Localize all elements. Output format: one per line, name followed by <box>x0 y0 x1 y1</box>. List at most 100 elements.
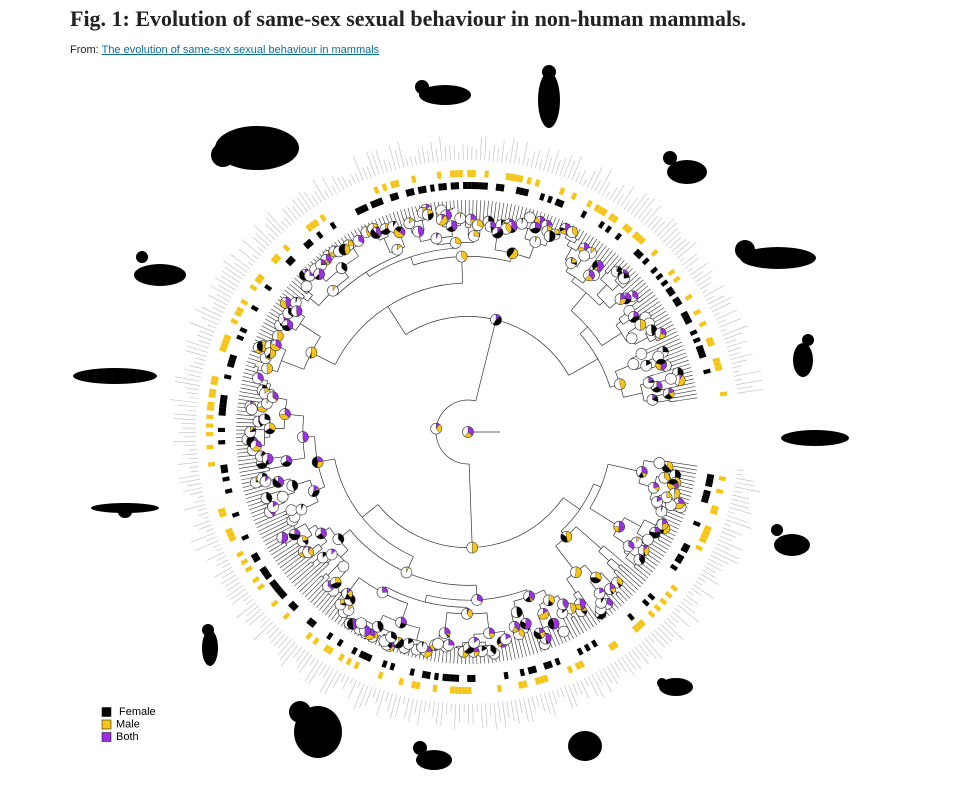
tip-tick <box>174 376 201 382</box>
tip-tick <box>594 180 601 192</box>
state-pie <box>627 311 640 323</box>
branch <box>571 276 575 282</box>
pie-wedge <box>341 262 348 272</box>
pie-wedge <box>444 632 450 638</box>
state-pie <box>400 566 413 579</box>
pie-wedge <box>311 489 320 497</box>
state-pie <box>311 456 324 469</box>
pie-wedge <box>545 638 549 645</box>
state-pie <box>490 314 502 326</box>
branch <box>468 463 473 548</box>
tip-tick <box>287 207 298 221</box>
state-pie <box>634 318 647 331</box>
pie-wedge <box>547 599 554 606</box>
tip-tick <box>737 469 744 472</box>
tip-tick <box>246 598 254 605</box>
pie-wedge <box>553 617 560 630</box>
state-pie <box>454 212 467 225</box>
trait-bar <box>704 481 713 488</box>
state-pie <box>658 472 671 484</box>
state-pie <box>566 226 578 238</box>
tip-tick <box>522 141 528 166</box>
tip-tick <box>394 149 401 169</box>
tip-tick <box>634 197 650 217</box>
branch <box>625 557 636 566</box>
trait-bar <box>305 224 313 233</box>
pie-wedge <box>639 554 646 565</box>
pie-wedge <box>272 501 278 508</box>
branch <box>675 511 685 516</box>
state-pie <box>560 530 573 543</box>
trait-bar <box>271 582 280 590</box>
tip-tick <box>186 373 202 378</box>
tip-tick <box>340 674 346 683</box>
trait-bar <box>256 583 266 591</box>
tip-tick <box>195 540 219 551</box>
branch <box>279 559 292 569</box>
branch <box>604 266 610 272</box>
phylogenetic-tree <box>169 135 764 730</box>
pie-wedge <box>394 226 403 233</box>
tip-tick <box>616 193 624 205</box>
branch <box>513 635 520 659</box>
trait-bar <box>261 569 270 577</box>
branch <box>414 217 416 222</box>
state-pie <box>403 217 416 230</box>
pie-wedge <box>393 221 397 227</box>
tip-tick <box>190 466 199 468</box>
branch <box>396 211 402 225</box>
tip-tick <box>175 381 201 386</box>
source-link[interactable]: The evolution of same-sex sexual behavio… <box>101 44 380 56</box>
pie-wedge <box>264 428 275 435</box>
pie-wedge <box>647 379 655 383</box>
pie-wedge <box>638 471 644 478</box>
tip-tick <box>224 577 239 588</box>
tip-tick <box>223 260 246 277</box>
trait-bar <box>621 223 630 232</box>
trait-bar <box>682 542 691 550</box>
state-pie <box>543 594 555 607</box>
branch <box>577 591 586 601</box>
trait-bar <box>366 653 373 662</box>
branch <box>677 397 698 402</box>
trait-bar <box>306 238 314 247</box>
pie-wedge <box>310 346 318 359</box>
trait-bar <box>638 619 647 628</box>
state-pie <box>636 466 648 478</box>
trait-bar <box>425 671 431 680</box>
pie-wedge <box>664 393 673 400</box>
state-pie <box>483 627 495 640</box>
trait-bar <box>223 334 232 341</box>
tip-tick <box>722 527 743 536</box>
tip-tick <box>349 678 353 685</box>
trait-bar <box>635 234 643 243</box>
tip-tick <box>718 317 742 328</box>
branch <box>676 393 697 398</box>
pie-wedge <box>592 260 599 270</box>
tip-tick <box>206 528 214 532</box>
tip-tick <box>668 237 682 249</box>
branch <box>366 271 370 277</box>
pie-wedge <box>492 315 502 326</box>
trait-bar <box>522 680 528 689</box>
tip-tick <box>624 654 636 670</box>
tip-tick <box>717 319 727 324</box>
trait-bar <box>218 411 226 416</box>
branch <box>493 201 497 223</box>
tip-tick <box>352 155 364 182</box>
state-pie <box>656 518 669 531</box>
tip-tick <box>705 295 715 301</box>
branch <box>328 606 337 618</box>
tip-tick <box>266 624 277 635</box>
trait-bar <box>542 661 550 670</box>
tip-tick <box>435 702 439 725</box>
tip-tick <box>733 490 742 493</box>
trait-bar <box>429 184 435 192</box>
trait-bar <box>703 368 711 375</box>
branch <box>641 567 651 576</box>
trait-bar <box>659 597 668 606</box>
branch <box>265 318 277 326</box>
tip-tick <box>506 701 510 719</box>
tip-tick <box>331 185 337 195</box>
branch <box>574 624 581 636</box>
